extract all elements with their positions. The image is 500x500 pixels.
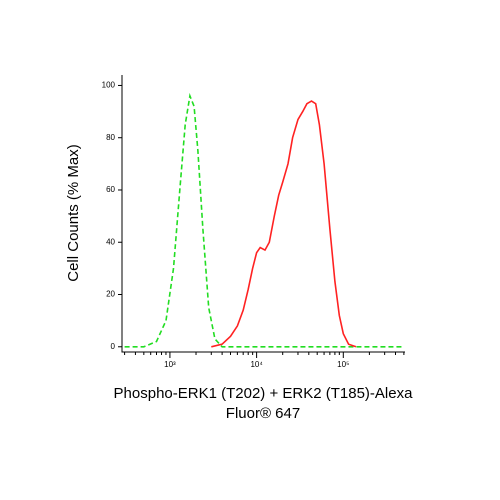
y-axis-title: Cell Counts (% Max) bbox=[65, 144, 82, 282]
y-tick-label: 20 bbox=[106, 290, 115, 299]
x-axis-title: Phospho-ERK1 (T202) + ERK2 (T185)-Alexa F… bbox=[114, 385, 414, 422]
x-tick-label: 10⁴ bbox=[250, 360, 263, 369]
y-tick-label: 100 bbox=[102, 81, 116, 90]
axes bbox=[121, 75, 405, 353]
y-tick-label: 60 bbox=[106, 185, 115, 194]
series-line bbox=[124, 92, 404, 348]
y-tick-label: 80 bbox=[106, 133, 115, 142]
y-tick-label: 0 bbox=[111, 342, 116, 351]
x-tick-label: 10³ bbox=[164, 360, 176, 369]
series-line bbox=[211, 100, 357, 348]
x-tick-label: 10⁵ bbox=[337, 360, 349, 369]
y-tick-label: 40 bbox=[106, 237, 115, 246]
